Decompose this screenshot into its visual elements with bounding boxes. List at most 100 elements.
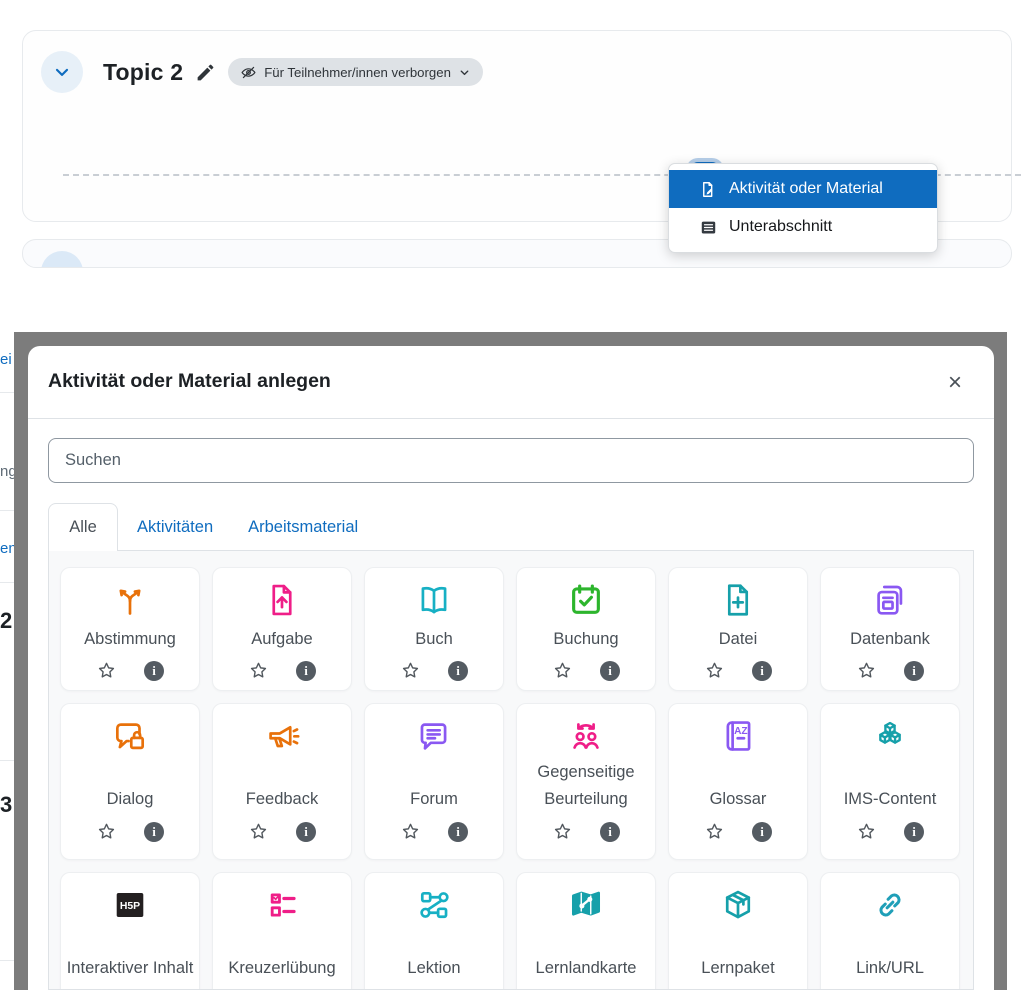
info-icon[interactable]: i [904,660,924,681]
book-icon [415,581,453,619]
favourite-star-icon[interactable] [248,821,269,842]
favourite-star-icon[interactable] [552,821,573,842]
activity-card[interactable]: Link/URL i [820,872,960,989]
close-icon[interactable]: × [940,368,970,398]
ims-icon [871,717,909,755]
module-label: Interaktiver Inhalt [66,959,194,977]
background-divider [0,392,14,393]
background-divider [0,510,14,511]
module-actions: i [704,821,772,842]
favourite-star-icon[interactable] [704,660,725,681]
module-row: Abstimmung i Aufgabe i Buch i Buchung [49,567,973,691]
module-row: Dialog i Feedback i Forum i Gegenseitige… [49,703,973,860]
module-label: Lektion [407,959,461,977]
info-icon[interactable]: i [600,660,620,681]
favourite-star-icon[interactable] [96,821,117,842]
activity-card[interactable]: Abstimmung i [60,567,200,691]
background-text-fragment: ei [0,351,12,368]
module-actions: i [552,660,620,681]
module-label: Buch [415,630,453,648]
activity-card[interactable]: Buch i [364,567,504,691]
activity-card[interactable]: Forum i [364,703,504,860]
info-icon[interactable]: i [752,660,772,681]
file-icon [719,581,757,619]
activity-chooser-dialog: Aktivität oder Material anlegen × Alle A… [28,346,994,990]
modal-title: Aktivität oder Material anlegen [48,370,331,392]
checklist-icon [263,886,301,924]
search-input[interactable] [48,438,974,483]
module-actions: i [856,821,924,842]
pencil-icon [195,62,216,83]
info-icon[interactable]: i [600,821,620,842]
dialogue-icon [111,717,149,755]
info-icon[interactable]: i [448,821,468,842]
favourite-star-icon[interactable] [400,660,421,681]
module-actions: i [248,821,316,842]
edit-section-name-button[interactable] [195,62,216,83]
activity-card[interactable]: Aufgabe i [212,567,352,691]
activity-card[interactable]: AZ Glossar i [668,703,808,860]
menu-item-label: Aktivität oder Material [729,180,883,197]
favourite-star-icon[interactable] [856,660,877,681]
activity-card[interactable]: IMS-Content i [820,703,960,860]
activity-card[interactable]: Lernpaket i [668,872,808,989]
activity-card[interactable]: Gegenseitige Beurteilung i [516,703,656,860]
module-label: Datenbank [850,630,930,648]
info-icon[interactable]: i [448,660,468,681]
chevron-down-icon [458,66,471,79]
module-actions: i [856,660,924,681]
choice-icon [111,581,149,619]
info-icon[interactable]: i [144,660,164,681]
visibility-badge[interactable]: Für Teilnehmer/innen verborgen [228,58,483,86]
module-actions: i [96,821,164,842]
module-actions: i [704,660,772,681]
info-icon[interactable]: i [296,821,316,842]
menu-item-activity-or-material[interactable]: Aktivität oder Material [669,170,937,208]
collapse-section-button[interactable] [41,251,83,267]
menu-item-subsection[interactable]: Unterabschnitt [669,208,937,246]
add-content-menu: Aktivität oder Material Unterabschnitt [668,163,938,253]
activity-card[interactable]: Buchung i [516,567,656,691]
activity-card[interactable]: Lernlandkarte i [516,872,656,989]
activity-card[interactable]: Feedback i [212,703,352,860]
activity-card[interactable]: Datenbank i [820,567,960,691]
module-label: Abstimmung [84,630,176,648]
info-icon[interactable]: i [296,660,316,681]
module-label: Buchung [553,630,619,648]
favourite-star-icon[interactable] [248,660,269,681]
tab-aktivitaeten[interactable]: Aktivitäten [121,503,229,551]
favourite-star-icon[interactable] [856,821,877,842]
activity-card[interactable]: Kreuzerlübung i [212,872,352,989]
module-label: Lernlandkarte [535,959,637,977]
module-label: Aufgabe [251,630,313,648]
module-actions: i [96,660,164,681]
background-section-number: 2 [0,608,13,633]
activity-card[interactable]: Dialog i [60,703,200,860]
workshop-icon [567,717,605,755]
database-icon [871,581,909,619]
activity-insert-divider [63,174,1024,176]
svg-text:H5P: H5P [120,901,140,912]
activity-card[interactable]: Lektion i [364,872,504,989]
url-icon [871,886,909,924]
tab-alle[interactable]: Alle [48,503,118,551]
menu-item-label: Unterabschnitt [729,218,833,235]
tab-arbeitsmaterial[interactable]: Arbeitsmaterial [232,503,374,551]
activity-card[interactable]: Datei i [668,567,808,691]
favourite-star-icon[interactable] [96,660,117,681]
info-icon[interactable]: i [904,821,924,842]
favourite-star-icon[interactable] [552,660,573,681]
module-actions: i [248,660,316,681]
assignment-icon [263,581,301,619]
favourite-star-icon[interactable] [400,821,421,842]
info-icon[interactable]: i [752,821,772,842]
background-text-fragment: ng [0,463,17,480]
info-icon[interactable]: i [144,821,164,842]
activity-card[interactable]: H5P Interaktiver Inhalt i [60,872,200,989]
favourite-star-icon[interactable] [704,821,725,842]
collapse-section-button[interactable] [41,51,83,93]
chevron-down-icon [52,62,72,82]
module-label: IMS-Content [843,790,937,808]
background-section-number: 3 [0,792,13,817]
module-label: Forum [410,790,458,808]
